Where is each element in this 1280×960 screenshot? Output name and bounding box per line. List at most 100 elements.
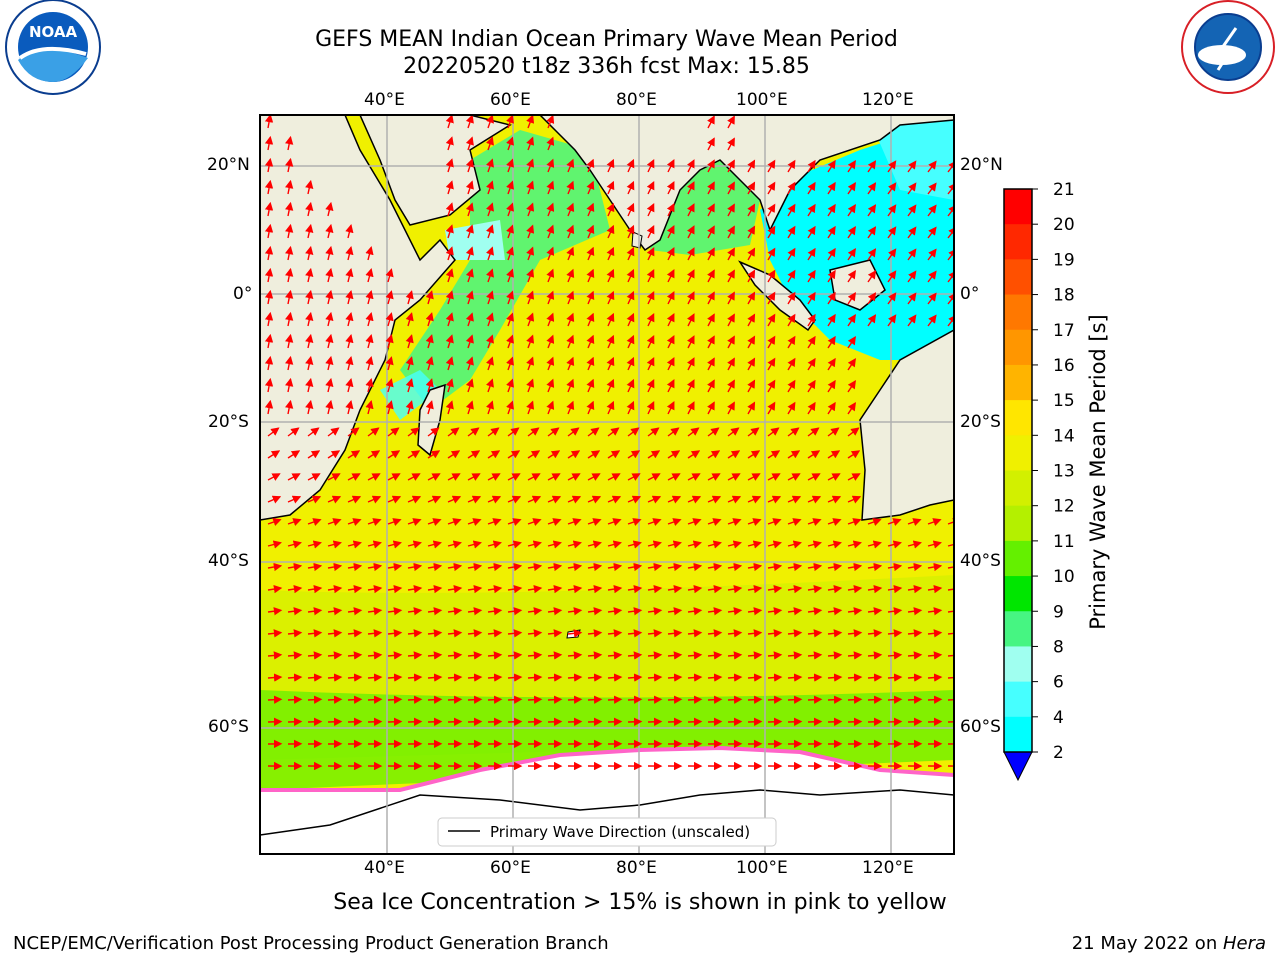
wave-arrow <box>407 607 423 616</box>
wave-arrow <box>707 379 715 393</box>
wave-arrow <box>526 180 535 195</box>
wave-arrow <box>365 268 374 283</box>
wave-arrow <box>486 400 494 415</box>
wave-arrow <box>686 357 695 371</box>
wave-arrow <box>546 290 555 305</box>
wave-arrow <box>327 673 343 682</box>
wave-arrow <box>647 562 663 572</box>
wave-arrow <box>847 540 862 549</box>
wave-arrow <box>947 248 954 261</box>
wave-arrow <box>467 427 480 437</box>
wave-arrow <box>707 427 720 437</box>
wave-arrow <box>447 607 463 616</box>
wave-arrow <box>285 355 294 371</box>
wave-arrow <box>547 540 562 549</box>
wave-arrow <box>767 291 776 305</box>
wave-arrow <box>667 473 681 481</box>
wave-arrow <box>567 518 582 526</box>
wave-arrow <box>325 333 334 349</box>
wave-arrow <box>405 312 414 327</box>
wave-arrow <box>487 427 500 437</box>
wave-arrow <box>547 495 562 504</box>
wave-arrow <box>465 115 474 129</box>
wave-arrow <box>586 400 595 415</box>
wave-arrow <box>287 695 303 704</box>
wave-arrow <box>345 378 354 393</box>
wave-arrow <box>787 673 803 682</box>
wave-arrow <box>626 202 635 217</box>
wave-arrow <box>287 651 303 660</box>
wave-arrow <box>847 380 856 393</box>
wave-arrow <box>947 518 954 526</box>
wave-arrow <box>465 290 474 305</box>
wave-arrow <box>347 473 361 481</box>
wave-arrow <box>506 158 514 173</box>
wave-arrow <box>847 651 863 660</box>
wave-arrow <box>887 695 903 704</box>
wave-arrow <box>807 269 816 283</box>
wave-arrow <box>867 270 877 283</box>
wave-arrow <box>264 311 274 327</box>
wave-arrow <box>867 629 883 638</box>
wave-arrow <box>347 518 362 526</box>
wave-arrow <box>947 270 954 283</box>
wave-arrow <box>646 291 655 305</box>
footer-host: Hera <box>1222 933 1266 954</box>
wave-arrow <box>467 473 481 481</box>
wave-arrow <box>727 629 743 638</box>
wave-arrow <box>387 673 403 682</box>
wave-arrow <box>727 607 743 616</box>
wave-arrow <box>467 695 483 704</box>
wave-arrow <box>566 290 575 305</box>
wave-arrow <box>787 607 803 616</box>
wave-arrow <box>686 401 695 415</box>
wave-arrow <box>827 629 843 638</box>
wave-arrow <box>347 427 360 437</box>
wave-arrow <box>827 450 841 459</box>
wave-arrow <box>747 584 763 594</box>
wave-arrow <box>526 202 535 217</box>
lon-label-bottom: 40°E <box>364 858 405 878</box>
wave-arrow <box>627 518 642 526</box>
wave-arrow <box>646 181 655 195</box>
wave-arrow <box>387 450 401 459</box>
wave-arrow <box>767 629 783 638</box>
wave-arrow <box>547 651 563 660</box>
colorbar-segment <box>1004 540 1032 577</box>
wave-arrow <box>587 540 602 549</box>
wave-arrow <box>807 401 816 415</box>
wave-arrow <box>487 495 502 504</box>
wave-arrow <box>547 607 563 616</box>
lat-label-left: 60°S <box>208 717 249 737</box>
wave-arrow <box>486 158 494 173</box>
wave-arrow <box>447 540 462 549</box>
wave-arrow <box>767 225 776 239</box>
lon-label-top: 120°E <box>862 90 914 110</box>
wave-arrow <box>325 201 334 217</box>
colorbar-tick-label: 4 <box>1053 708 1064 728</box>
wave-arrow <box>467 673 483 682</box>
wave-arrow <box>827 269 836 283</box>
wave-arrow <box>546 136 555 151</box>
wave-arrow <box>526 246 535 261</box>
wave-arrow <box>345 268 354 283</box>
wave-arrow <box>486 202 494 217</box>
wave-arrow <box>445 158 454 173</box>
wave-arrow <box>445 115 454 129</box>
wave-arrow <box>707 673 723 682</box>
wave-arrow <box>767 651 783 660</box>
colorbar: 21 20 19 18 17 16 15 14 13 12 11 10 9 8 6 4 2 <box>1004 180 1075 763</box>
lat-label-left: 40°S <box>208 551 249 571</box>
wave-arrow <box>907 562 923 572</box>
wave-arrow <box>586 312 595 327</box>
wave-arrow <box>927 540 942 549</box>
wave-arrow <box>586 224 595 239</box>
wave-arrow <box>567 695 583 704</box>
wave-arrow <box>867 314 877 327</box>
wave-arrow <box>767 269 776 283</box>
wave-arrow <box>827 335 836 349</box>
colorbar-segment <box>1004 505 1032 542</box>
wave-arrow <box>385 400 394 415</box>
wave-arrow <box>727 313 735 327</box>
wave-arrow <box>907 518 922 526</box>
